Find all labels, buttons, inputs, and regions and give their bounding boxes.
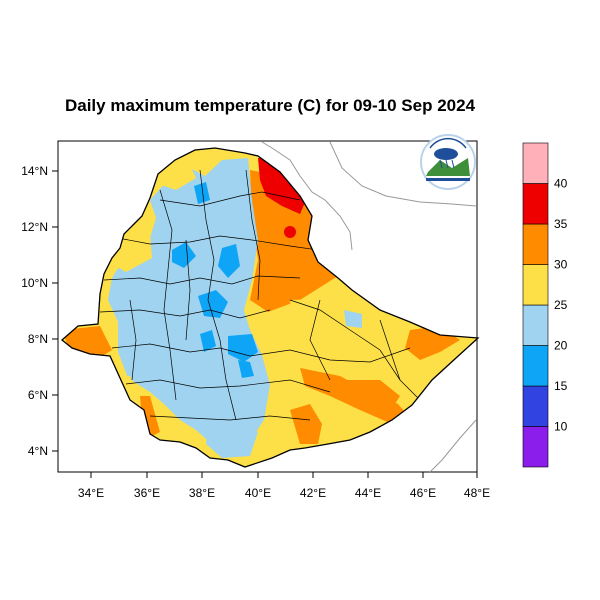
colorbar-labels: 10 15 20 25 30 35 40: [554, 177, 568, 434]
zone-30-35-ogaden: [340, 380, 400, 412]
lat-tick-label: 14°N: [21, 164, 48, 178]
colorbar-swatch: [522, 142, 549, 184]
zone-15-20-core-5: [200, 330, 216, 352]
colorbar-label: 30: [554, 258, 568, 272]
lat-tick-label: 12°N: [21, 220, 48, 234]
colorbar-label: 40: [554, 177, 568, 191]
lon-tick-label: 42°E: [300, 486, 326, 500]
colorbar-label: 35: [554, 217, 568, 231]
axis-ticks: [52, 170, 478, 478]
weather-agency-logo: [420, 134, 476, 190]
lon-tick-label: 44°E: [355, 486, 381, 500]
map-title: Daily maximum temperature (C) for 09-10 …: [64, 96, 476, 115]
colorbar-swatch: [522, 426, 549, 468]
lat-tick-label: 10°N: [21, 276, 48, 290]
colorbar-swatch: [522, 304, 549, 346]
colorbar-swatch: [522, 183, 549, 225]
colorbar-label: 25: [554, 298, 568, 312]
zone-35-40-spot: [284, 226, 296, 238]
zone-15-20-core-6: [194, 182, 210, 204]
red-sea-coastline: [261, 141, 353, 251]
lat-tick-label: 4°N: [28, 444, 48, 458]
zone-20-25-south: [206, 418, 258, 458]
zone-30-35-south: [290, 404, 322, 444]
zone-15-20-core-4: [228, 334, 258, 362]
zone-25-30-somali: [290, 298, 466, 415]
yemen-coastline: [329, 141, 477, 207]
lon-tick-label: 46°E: [410, 486, 436, 500]
colorbar-label: 10: [554, 420, 568, 434]
lon-tick-label: 48°E: [464, 486, 490, 500]
zone-35-40-danakil: [258, 158, 306, 214]
country-outline: [60, 147, 480, 468]
lon-tick-label: 36°E: [134, 486, 160, 500]
zone-20-25-east-spot: [344, 310, 362, 328]
zone-15-20-core-7: [238, 360, 254, 378]
colorbar-swatch: [522, 345, 549, 387]
zone-25-30-north: [158, 160, 196, 190]
zone-15-20-core-2: [218, 244, 240, 278]
lon-tick-label: 38°E: [189, 486, 215, 500]
lon-tick-label: 40°E: [245, 486, 271, 500]
zone-15-20-core-1: [172, 242, 196, 268]
colorbar-swatch: [522, 223, 549, 265]
colorbar: [522, 142, 549, 468]
colorbar-label: 20: [554, 339, 568, 353]
lat-tick-label: 8°N: [28, 332, 48, 346]
colorbar-swatch: [522, 385, 549, 427]
colorbar-label: 15: [554, 379, 568, 393]
somalia-coastline: [429, 419, 477, 473]
admin-borders: [99, 169, 421, 421]
lon-tick-label: 34°E: [78, 486, 104, 500]
lat-tick-label: 6°N: [28, 388, 48, 402]
colorbar-swatch: [522, 264, 549, 306]
